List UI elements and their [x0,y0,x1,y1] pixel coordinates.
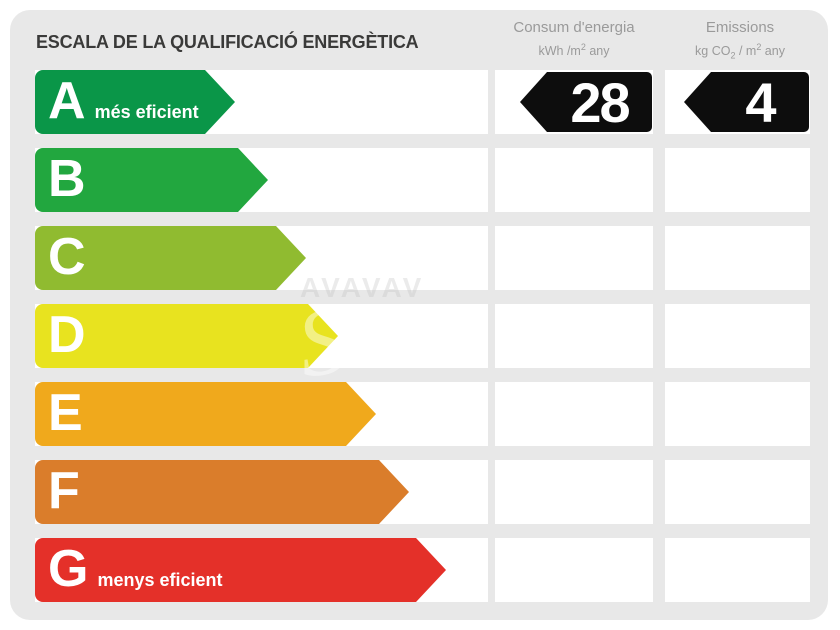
rating-arrow-f: F [35,460,409,524]
arrow-tip [346,382,376,446]
arrow-tip [276,226,306,290]
arrow-tip [205,70,235,134]
rating-letter: D [48,306,86,364]
rating-row-f: F [35,460,810,524]
rating-arrow-e: E [35,382,376,446]
row-band: F [35,460,488,524]
emissions-cell: 4 [665,70,810,134]
row-band: B [35,148,488,212]
row-band: D [35,304,488,368]
emissions-value-arrow: 4 [684,71,809,134]
rating-letter: B [48,150,86,208]
certificate-panel: ESCALA DE LA QUALIFICACIÓ ENERGÈTICA Con… [10,10,828,620]
rating-arrow-d: D [35,304,338,368]
arrow-tip [416,538,446,602]
rating-row-e: E [35,382,810,446]
emissions-header-label: Emissions [705,19,775,36]
consum-value: 28 [547,71,652,134]
emissions-cell [665,148,810,212]
emissions-value: 4 [711,71,809,134]
rating-arrow-b: B [35,148,268,212]
rating-arrow-c: C [35,226,306,290]
consum-header-unit: kWh /m2 any [538,42,610,59]
rating-row-b: B [35,148,810,212]
emissions-cell [665,304,810,368]
rating-letter: E [48,384,83,442]
emissions-cell [665,538,810,602]
rating-letter: C [48,228,86,286]
rating-sublabel: més eficient [94,102,199,122]
rating-letter: A [48,72,86,130]
value-arrow-tip [520,72,547,132]
rating-letter: G [48,540,89,598]
consum-cell: 28 [495,70,653,134]
rating-sublabel: menys eficient [97,570,223,590]
consum-cell [495,538,653,602]
arrow-tip [308,304,338,368]
value-arrow-tip [684,72,711,132]
page-title: ESCALA DE LA QUALIFICACIÓ ENERGÈTICA [36,32,419,52]
arrow-tip [238,148,268,212]
emissions-cell [665,226,810,290]
emissions-header-unit: kg CO2 / m2 any [695,42,785,61]
emissions-cell [665,382,810,446]
consum-cell [495,304,653,368]
rating-row-d: D [35,304,810,368]
row-band: C [35,226,488,290]
consum-header-label: Consum d'energia [513,19,635,36]
column-header-emissions: Emissions kg CO2 / m2 any [665,17,815,65]
rating-row-c: C [35,226,810,290]
emissions-cell [665,460,810,524]
rating-letter: F [48,462,80,520]
consum-cell [495,460,653,524]
consum-cell [495,382,653,446]
arrow-tip [379,460,409,524]
consum-cell [495,148,653,212]
column-header-consum: Consum d'energia kWh /m2 any [495,17,653,60]
watermark-pattern: AVAVAV [300,272,425,303]
consum-cell [495,226,653,290]
row-band: E [35,382,488,446]
consum-value-arrow: 28 [520,71,652,134]
